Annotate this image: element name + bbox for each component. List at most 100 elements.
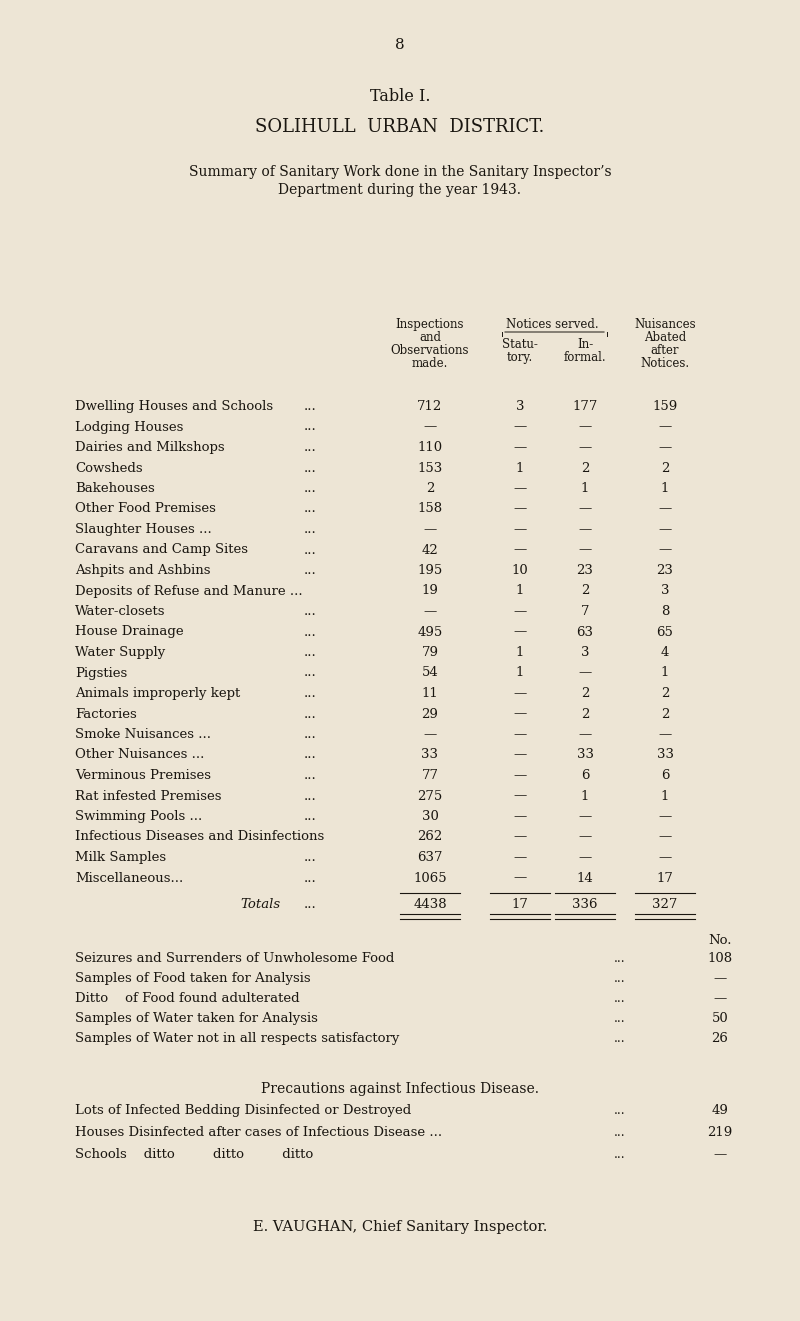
Text: ...: ...: [304, 790, 316, 802]
Text: ...: ...: [304, 708, 316, 720]
Text: 33: 33: [422, 749, 438, 761]
Text: Milk Samples: Milk Samples: [75, 851, 166, 864]
Text: Lodging Houses: Lodging Houses: [75, 420, 183, 433]
Text: 79: 79: [422, 646, 438, 659]
Text: —: —: [658, 810, 672, 823]
Text: 2: 2: [426, 482, 434, 495]
Text: ...: ...: [304, 851, 316, 864]
Text: Abated: Abated: [644, 332, 686, 343]
Text: ...: ...: [304, 687, 316, 700]
Text: Cowsheds: Cowsheds: [75, 461, 142, 474]
Text: —: —: [423, 420, 437, 433]
Text: ...: ...: [304, 400, 316, 413]
Text: formal.: formal.: [564, 351, 606, 365]
Text: ...: ...: [614, 992, 626, 1005]
Text: 10: 10: [512, 564, 528, 577]
Text: —: —: [514, 605, 526, 618]
Text: ...: ...: [304, 898, 316, 911]
Text: —: —: [578, 502, 592, 515]
Text: ...: ...: [304, 543, 316, 556]
Text: Lots of Infected Bedding Disinfected or Destroyed: Lots of Infected Bedding Disinfected or …: [75, 1104, 411, 1118]
Text: 1: 1: [661, 667, 669, 679]
Text: 26: 26: [711, 1032, 729, 1045]
Text: ...: ...: [304, 564, 316, 577]
Text: 2: 2: [581, 461, 589, 474]
Text: Swimming Pools ...: Swimming Pools ...: [75, 810, 202, 823]
Text: —: —: [578, 851, 592, 864]
Text: —: —: [514, 687, 526, 700]
Text: Infectious Diseases and Disinfections: Infectious Diseases and Disinfections: [75, 831, 324, 844]
Text: —: —: [514, 872, 526, 885]
Text: —: —: [514, 626, 526, 638]
Text: 6: 6: [581, 769, 590, 782]
Text: 7: 7: [581, 605, 590, 618]
Text: 4438: 4438: [413, 898, 447, 911]
Text: 110: 110: [418, 441, 442, 454]
Text: —: —: [578, 420, 592, 433]
Text: ...: ...: [614, 972, 626, 985]
Text: tory.: tory.: [507, 351, 533, 365]
Text: ...: ...: [614, 1148, 626, 1161]
Text: —: —: [658, 851, 672, 864]
Text: Factories: Factories: [75, 708, 137, 720]
Text: Department during the year 1943.: Department during the year 1943.: [278, 184, 522, 197]
Text: —: —: [578, 523, 592, 536]
Text: 49: 49: [711, 1104, 729, 1118]
Text: 11: 11: [422, 687, 438, 700]
Text: 42: 42: [422, 543, 438, 556]
Text: 17: 17: [511, 898, 529, 911]
Text: 65: 65: [657, 626, 674, 638]
Text: —: —: [514, 502, 526, 515]
Text: 336: 336: [572, 898, 598, 911]
Text: 14: 14: [577, 872, 594, 885]
Text: Houses Disinfected after cases of Infectious Disease ...: Houses Disinfected after cases of Infect…: [75, 1125, 442, 1139]
Text: —: —: [658, 441, 672, 454]
Text: 1: 1: [516, 461, 524, 474]
Text: ...: ...: [304, 605, 316, 618]
Text: —: —: [714, 972, 726, 985]
Text: —: —: [514, 543, 526, 556]
Text: Water Supply: Water Supply: [75, 646, 166, 659]
Text: —: —: [658, 728, 672, 741]
Text: —: —: [514, 749, 526, 761]
Text: 275: 275: [418, 790, 442, 802]
Text: —: —: [658, 502, 672, 515]
Text: ...: ...: [304, 749, 316, 761]
Text: Rat infested Premises: Rat infested Premises: [75, 790, 222, 802]
Text: 23: 23: [577, 564, 594, 577]
Text: Smoke Nuisances ...: Smoke Nuisances ...: [75, 728, 211, 741]
Text: 6: 6: [661, 769, 670, 782]
Text: Samples of Water not in all respects satisfactory: Samples of Water not in all respects sat…: [75, 1032, 399, 1045]
Text: ...: ...: [614, 1012, 626, 1025]
Text: after: after: [650, 343, 679, 357]
Text: Miscellaneous...: Miscellaneous...: [75, 872, 183, 885]
Text: 108: 108: [707, 952, 733, 966]
Text: Ashpits and Ashbins: Ashpits and Ashbins: [75, 564, 210, 577]
Text: 4: 4: [661, 646, 669, 659]
Text: —: —: [514, 482, 526, 495]
Text: Dairies and Milkshops: Dairies and Milkshops: [75, 441, 225, 454]
Text: ...: ...: [304, 461, 316, 474]
Text: Table I.: Table I.: [370, 89, 430, 104]
Text: —: —: [514, 851, 526, 864]
Text: 1: 1: [581, 482, 589, 495]
Text: Observations: Observations: [390, 343, 470, 357]
Text: ...: ...: [304, 769, 316, 782]
Text: Summary of Sanitary Work done in the Sanitary Inspector’s: Summary of Sanitary Work done in the San…: [189, 165, 611, 180]
Text: —: —: [514, 810, 526, 823]
Text: ...: ...: [614, 1104, 626, 1118]
Text: Pigsties: Pigsties: [75, 667, 127, 679]
Text: 1: 1: [516, 584, 524, 597]
Text: 195: 195: [418, 564, 442, 577]
Text: —: —: [514, 441, 526, 454]
Text: Samples of Food taken for Analysis: Samples of Food taken for Analysis: [75, 972, 310, 985]
Text: In-: In-: [577, 338, 593, 351]
Text: 327: 327: [652, 898, 678, 911]
Text: ...: ...: [614, 952, 626, 966]
Text: —: —: [514, 831, 526, 844]
Text: 637: 637: [418, 851, 442, 864]
Text: ...: ...: [304, 523, 316, 536]
Text: Statu-: Statu-: [502, 338, 538, 351]
Text: 3: 3: [661, 584, 670, 597]
Text: 33: 33: [577, 749, 594, 761]
